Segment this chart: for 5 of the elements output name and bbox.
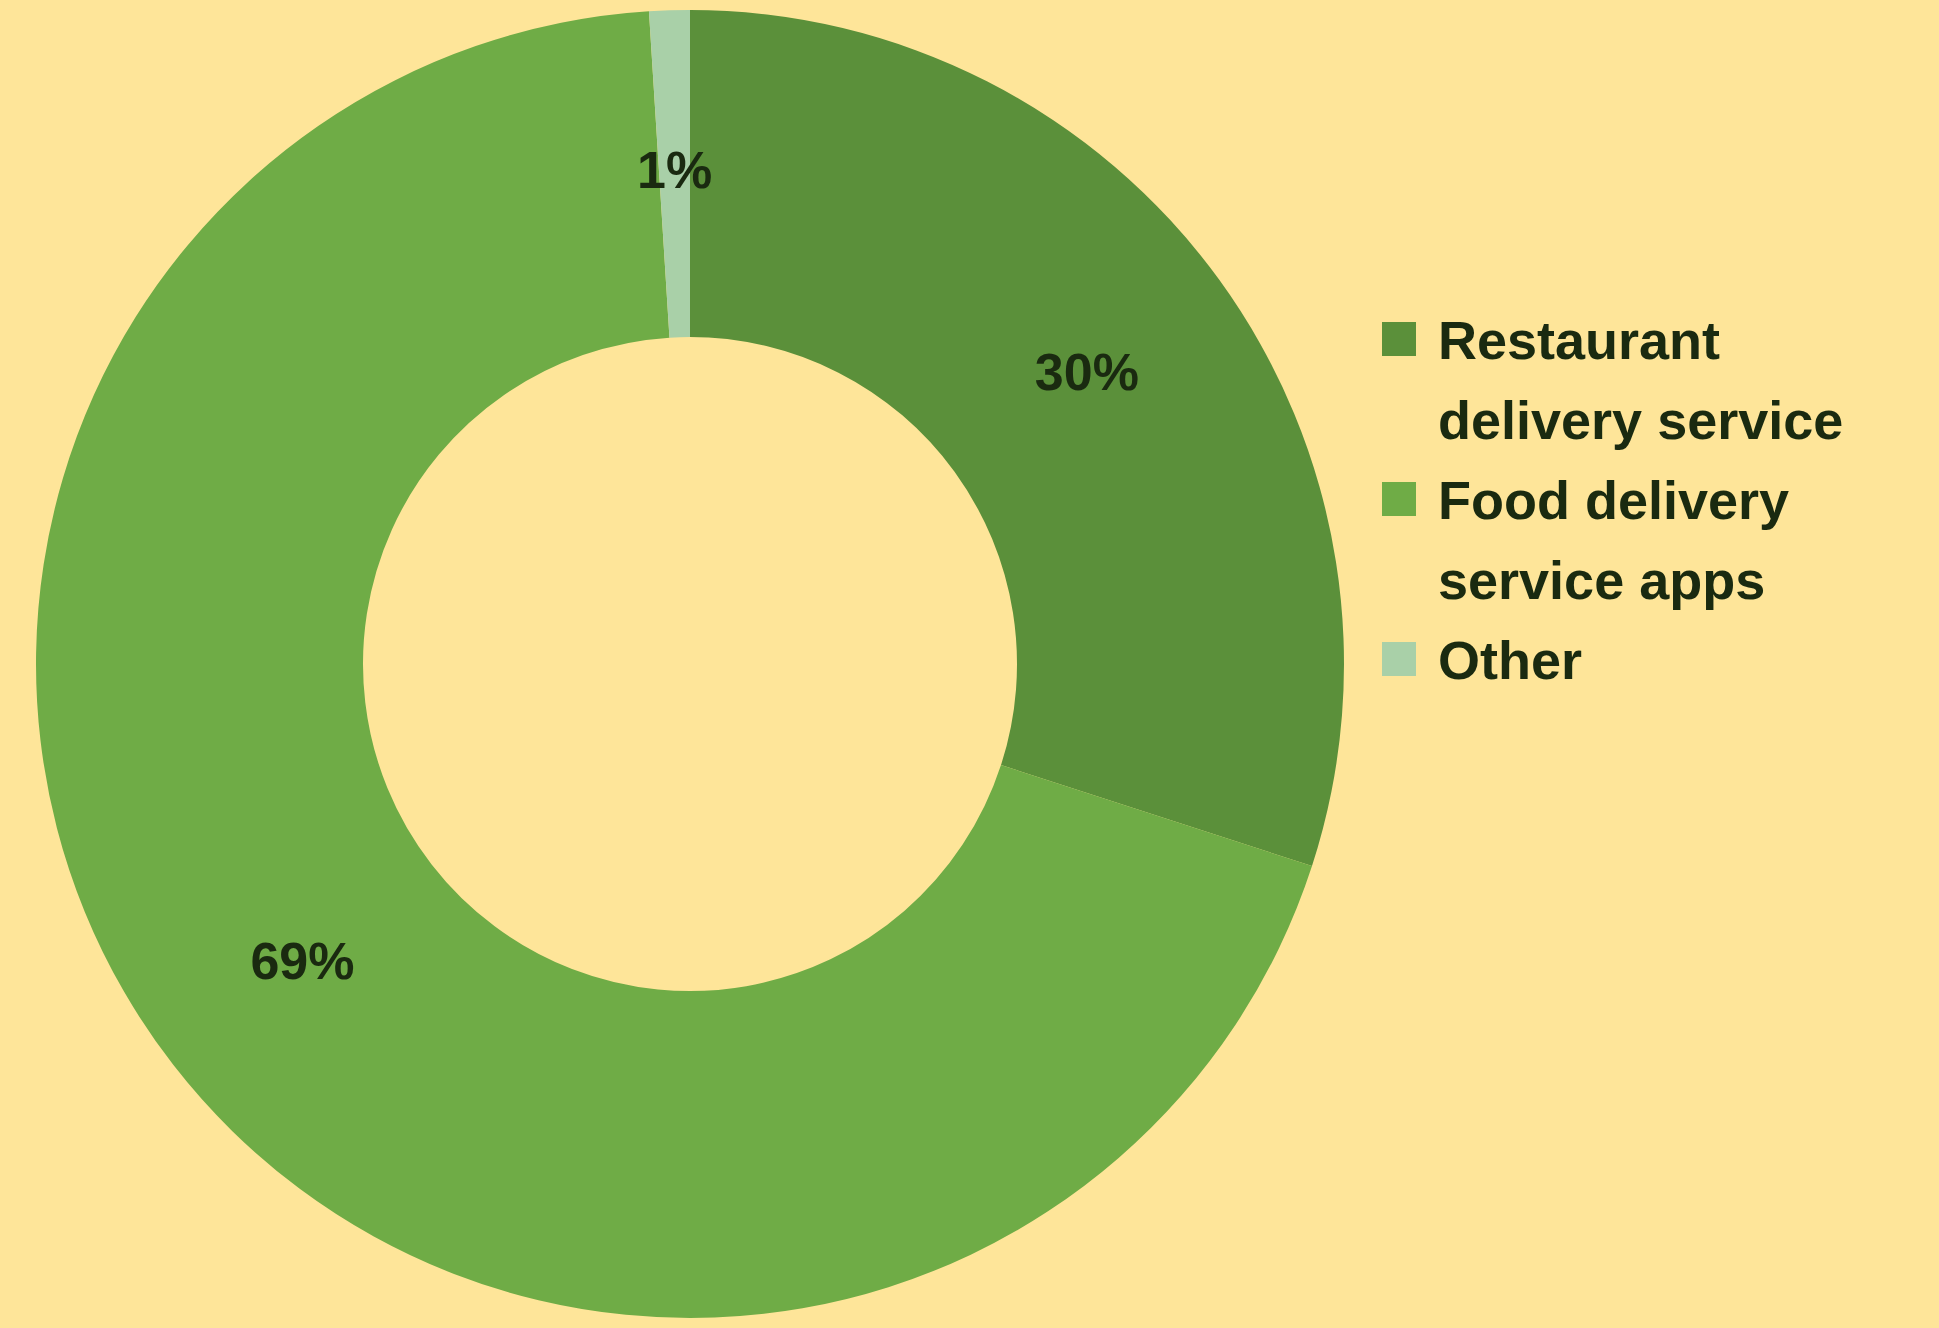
legend-label: Food delivery service apps	[1438, 469, 1791, 612]
legend-label: Other	[1438, 629, 1583, 692]
data-label: 30%	[1034, 343, 1139, 402]
data-label: 69%	[250, 931, 355, 990]
legend-label: Restaurant delivery service	[1438, 309, 1845, 452]
